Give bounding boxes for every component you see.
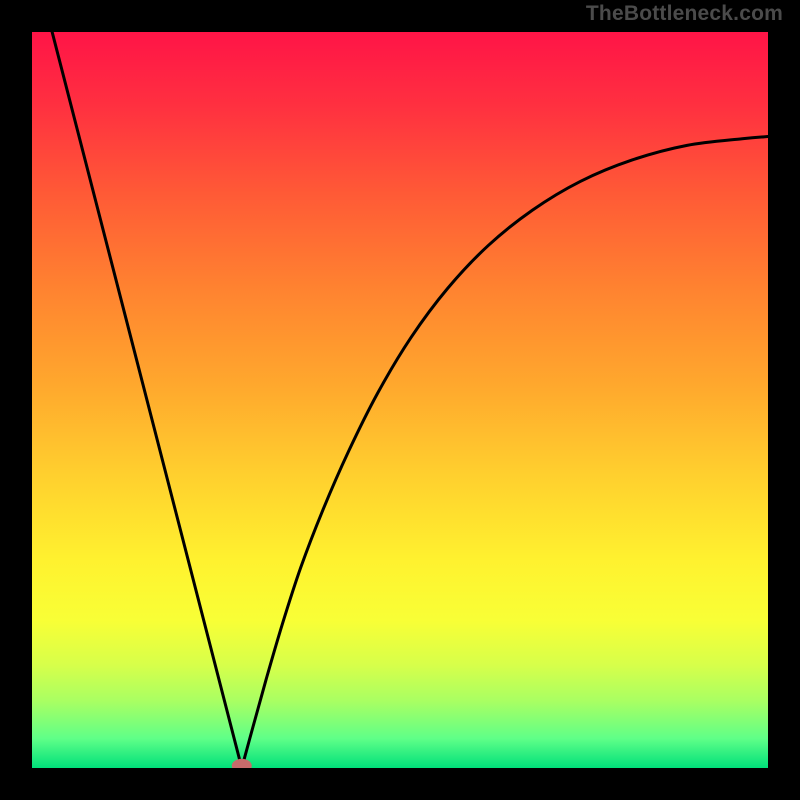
chart-container: TheBottleneck.com — [0, 0, 800, 800]
gradient-background — [32, 32, 768, 768]
plot-svg — [32, 32, 768, 768]
watermark-text: TheBottleneck.com — [586, 2, 783, 26]
plot-area — [32, 32, 768, 768]
